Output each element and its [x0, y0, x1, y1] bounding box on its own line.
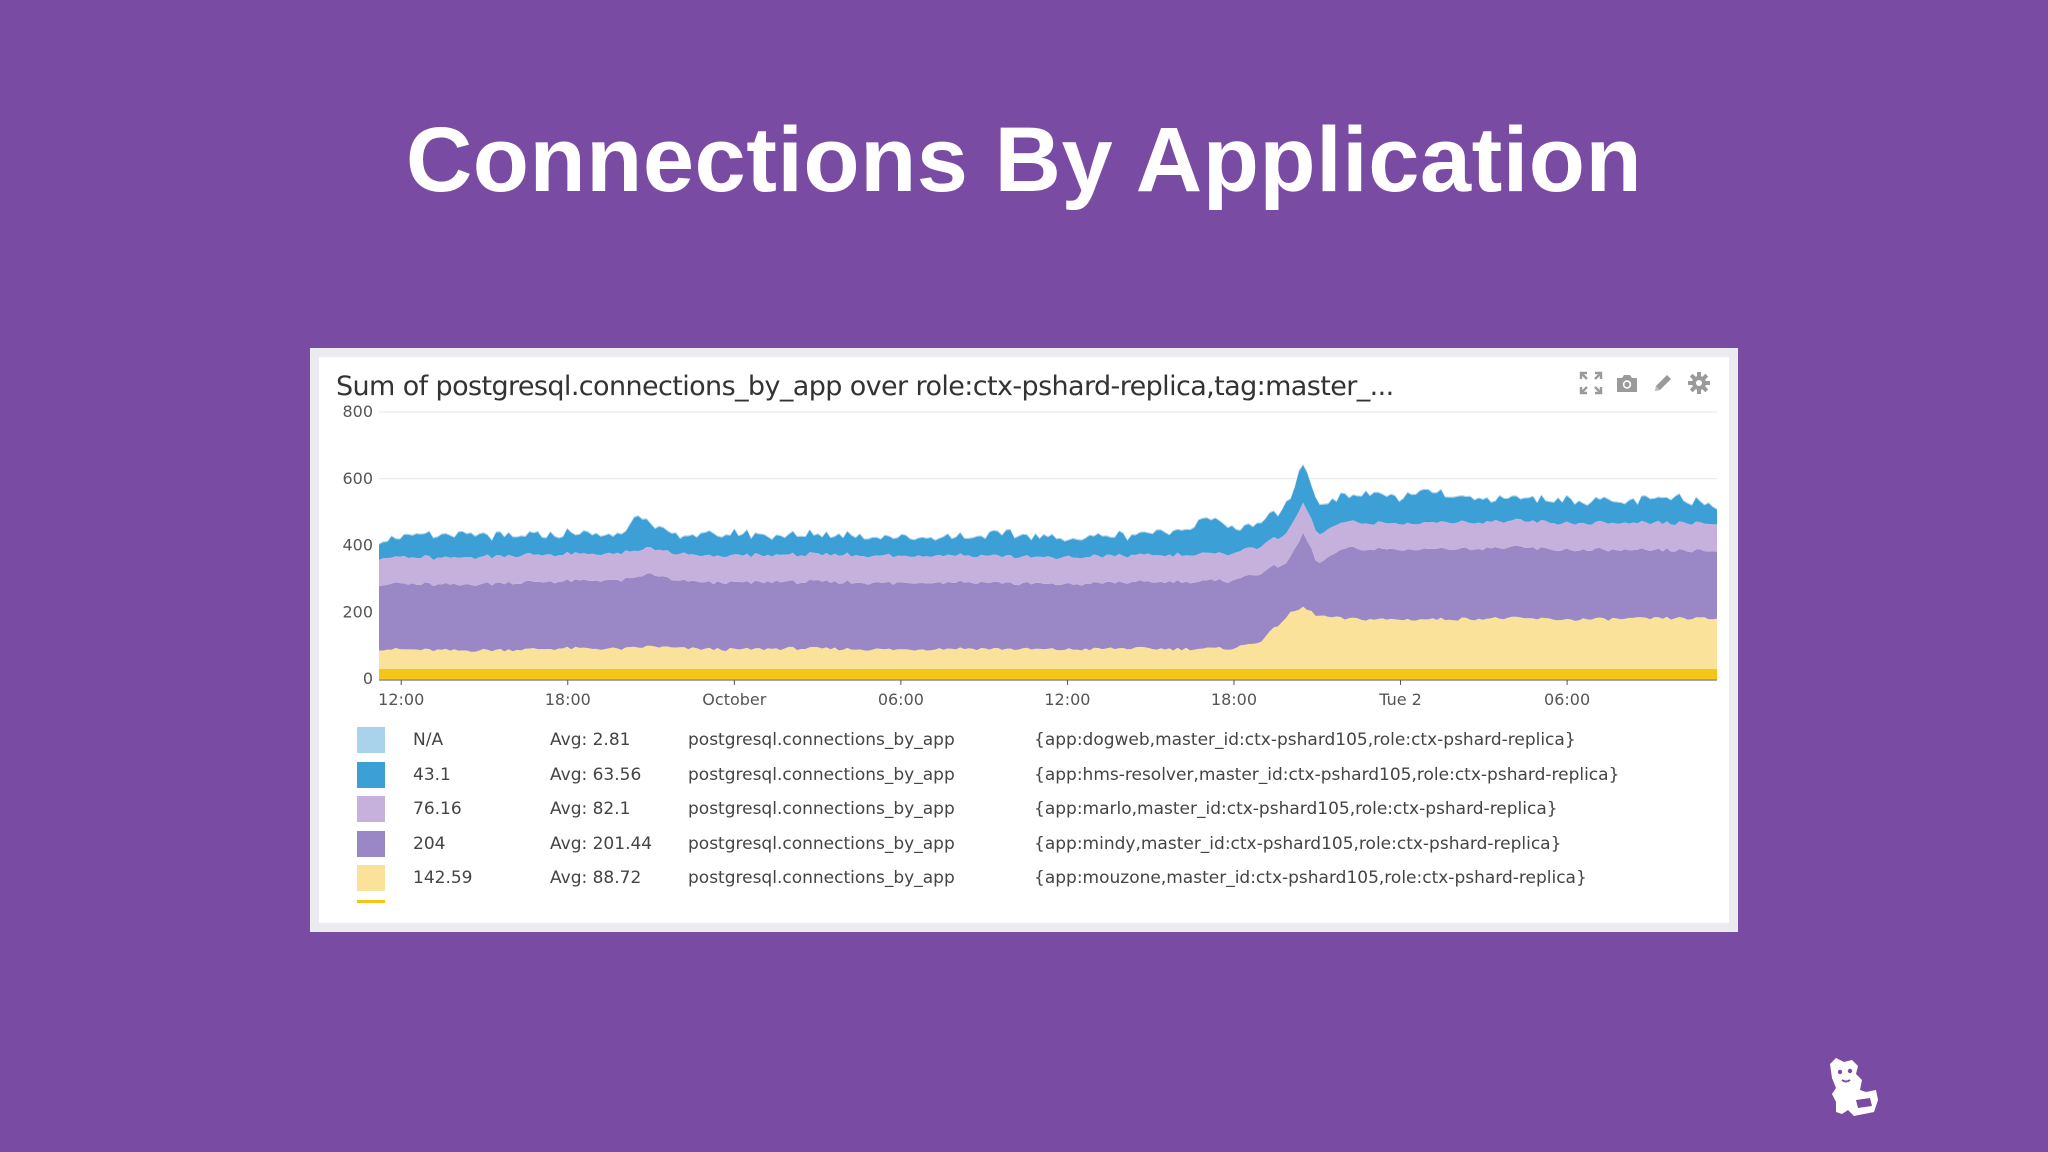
area-series-4 — [379, 465, 1717, 560]
legend-metric: postgresql.connections_by_app — [688, 764, 955, 785]
y-tick-label: 0 — [363, 669, 373, 688]
legend-row[interactable]: N/A Avg: 2.81 postgresql.connections_by_ap… — [357, 723, 1717, 758]
legend-avg: Avg: 88.72 — [550, 868, 642, 889]
slide-title: Connections By Application — [405, 109, 1643, 211]
legend-swatch — [357, 899, 385, 903]
expand-icon[interactable] — [1579, 371, 1603, 395]
legend-swatch — [357, 865, 385, 892]
x-tick-label: 06:00 — [1544, 690, 1590, 709]
gear-icon[interactable] — [1687, 371, 1711, 395]
legend-scope: {app:mouzone,master_id:ctx-pshard105,rol… — [1034, 868, 1587, 889]
legend-swatch — [357, 727, 385, 753]
area-series-1 — [379, 606, 1717, 669]
legend-row[interactable]: 142.59 Avg: 88.72 postgresql.connections_b… — [357, 861, 1717, 896]
legend-row[interactable]: 43.1 Avg: 63.56 postgresql.connections_by_… — [357, 758, 1717, 793]
legend-swatch — [357, 761, 385, 788]
datadog-logo — [1830, 1058, 1878, 1116]
stacked-area-chart: 0 200 400 600 800 12:00 18:00 October 06:00 12:00… — [342, 402, 1717, 709]
graph-widget: Sum of postgresql.connections_by_app ove… — [319, 357, 1729, 923]
legend-value: 142.59 — [413, 868, 473, 889]
graph-widget-frame: Sum of postgresql.connections_by_app ove… — [310, 348, 1738, 932]
legend-swatch — [357, 830, 385, 857]
x-tick-label: 12:00 — [378, 690, 424, 709]
pencil-icon[interactable] — [1651, 371, 1675, 395]
x-tick-label: Tue 2 — [1378, 690, 1422, 709]
area-series-5 — [379, 464, 1717, 545]
legend-scope: {app:hms-resolver,master_id:ctx-pshard10… — [1034, 764, 1620, 785]
legend-row[interactable]: 30.03Avg: 30.22postgresql.connections_by… — [357, 896, 1717, 903]
x-tick-label: 06:00 — [878, 690, 924, 709]
x-tick-label: October — [702, 690, 766, 709]
legend-avg: Avg: 63.56 — [550, 764, 642, 785]
camera-icon[interactable] — [1615, 371, 1639, 395]
legend-metric: postgresql.connections_by_app — [688, 730, 955, 750]
legend-scope: {app:marlo,master_id:ctx-pshard105,role:… — [1034, 799, 1558, 820]
legend-row[interactable]: 204 Avg: 201.44 postgresql.connections_by_… — [357, 827, 1717, 862]
y-tick-label: 400 — [342, 536, 373, 555]
legend-swatch — [357, 796, 385, 823]
x-tick-label: 18:00 — [1211, 690, 1257, 709]
area-series-2 — [379, 532, 1717, 652]
legend-value: 76.16 — [413, 799, 462, 820]
area-series-3 — [379, 502, 1717, 587]
legend-scope: {app:mindy,master_id:ctx-pshard105,role:… — [1034, 833, 1562, 854]
legend-value: 43.1 — [413, 764, 451, 785]
legend-metric: postgresql.connections_by_app — [688, 868, 955, 889]
chart-legend: N/A Avg: 2.81 postgresql.connections_by_ap… — [357, 723, 1717, 903]
x-tick-label: 18:00 — [545, 690, 591, 709]
x-tick-label: 12:00 — [1044, 690, 1090, 709]
legend-metric: postgresql.connections_by_app — [688, 799, 955, 820]
legend-avg: Avg: 201.44 — [550, 833, 653, 854]
legend-avg: Avg: 82.1 — [550, 799, 631, 820]
widget-toolbar — [1579, 371, 1711, 395]
legend-metric: postgresql.connections_by_app — [688, 833, 955, 854]
legend-value: 204 — [413, 833, 446, 854]
legend-avg: Avg: 2.81 — [550, 730, 631, 750]
widget-title: Sum of postgresql.connections_by_app ove… — [336, 371, 1394, 402]
legend-row[interactable]: 76.16 Avg: 82.1 postgresql.connections_by_… — [357, 792, 1717, 827]
y-tick-label: 800 — [342, 402, 373, 421]
y-tick-label: 200 — [342, 602, 373, 621]
area-series-0 — [379, 668, 1717, 679]
legend-scope: {app:dogweb,master_id:ctx-pshard105,role… — [1034, 730, 1576, 750]
legend-value: N/A — [413, 730, 444, 750]
y-tick-label: 600 — [342, 469, 373, 488]
